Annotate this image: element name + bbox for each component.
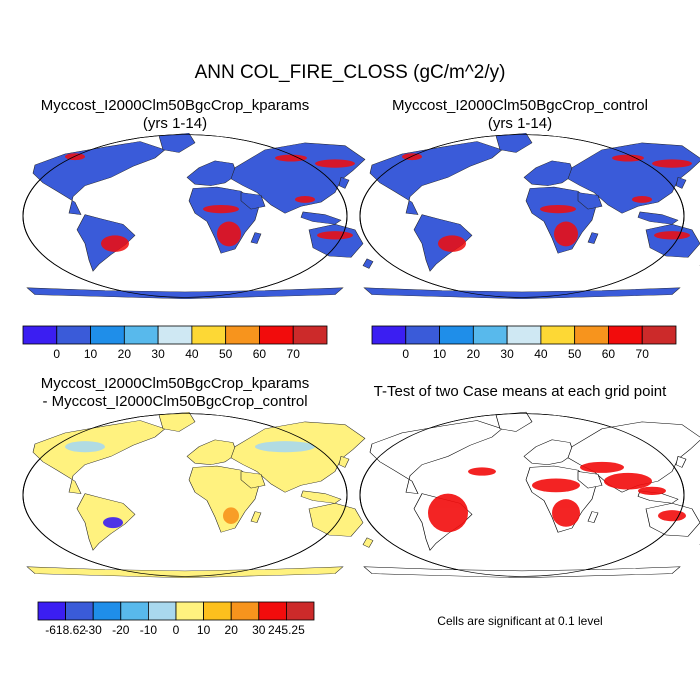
- diff-strong-negative-region: [103, 517, 123, 529]
- colorbar-control-swatch: [439, 325, 474, 345]
- colorbar-difference-swatch: [37, 601, 67, 621]
- colorbar-kparams-tick-label: 30: [151, 347, 165, 361]
- panel-title-kparams-line1: Myccost_I2000Clm50BgcCrop_kparams: [40, 97, 310, 114]
- colorbar-control-swatch: [506, 325, 542, 345]
- colorbar-control-tick-label: 50: [568, 347, 582, 361]
- map-kparams: [22, 132, 374, 300]
- colorbar-difference-swatch: [147, 601, 177, 621]
- colorbar-kparams-tick-label: 20: [118, 347, 132, 361]
- ttest-note: Cells are significant at 0.1 level: [437, 614, 603, 628]
- colorbar-kparams-swatch: [191, 325, 227, 345]
- colorbar-difference: -618.62-30 -20 -10 0 10 20 30 245.25: [37, 601, 315, 637]
- figure-title: ANN COL_FIRE_CLOSS (gC/m^2/y): [194, 62, 506, 83]
- colorbar-difference-tick-label: -618.62: [45, 623, 86, 637]
- colorbar-kparams-swatch: [22, 325, 58, 345]
- panel-title-kparams-line2: (yrs 1-14): [142, 115, 208, 132]
- panel-title-control: Myccost_I2000Clm50BgcCrop_control (yrs 1…: [355, 97, 685, 133]
- diff-positive-region: [223, 507, 239, 524]
- colorbar-difference-swatch: [230, 601, 260, 621]
- colorbar-kparams: 0 10 20 30 40 50 60 70: [22, 325, 328, 361]
- map-difference: [22, 411, 374, 579]
- map-control: [359, 132, 700, 300]
- colorbar-kparams-swatch: [157, 325, 193, 345]
- colorbar-kparams-tick-label: 70: [287, 347, 301, 361]
- panel-title-difference-line2: - Myccost_I2000Clm50BgcCrop_control: [42, 393, 308, 410]
- colorbar-control-tick-label: 70: [636, 347, 650, 361]
- panel-title-ttest: T-Test of two Case means at each grid po…: [355, 383, 685, 401]
- colorbar-difference-swatch: [175, 601, 205, 621]
- colorbar-control-tick-label: 30: [500, 347, 514, 361]
- colorbar-difference-swatch: [65, 601, 94, 621]
- colorbar-control-swatch: [641, 325, 677, 345]
- colorbar-control-tick-label: 0: [402, 347, 409, 361]
- diff-negative-region: [255, 441, 315, 453]
- colorbar-control-tick-label: 10: [433, 347, 447, 361]
- colorbar-kparams-swatch: [56, 325, 91, 345]
- colorbar-control-swatch: [574, 325, 609, 345]
- panel-title-ttest-line1: T-Test of two Case means at each grid po…: [373, 383, 667, 400]
- colorbar-difference-tick-label: 20: [225, 623, 239, 637]
- panel-title-control-line1: Myccost_I2000Clm50BgcCrop_control: [392, 97, 648, 114]
- colorbar-control-swatch: [405, 325, 440, 345]
- colorbar-control-tick-label: 20: [467, 347, 481, 361]
- colorbar-difference-tick-label: -10: [140, 623, 158, 637]
- colorbar-difference-tick-label: -20: [112, 623, 130, 637]
- colorbar-difference-tick-label: -30: [85, 623, 103, 637]
- colorbar-kparams-tick-label: 10: [84, 347, 98, 361]
- colorbar-kparams-swatch: [225, 325, 260, 345]
- panel-title-difference-line1: Myccost_I2000Clm50BgcCrop_kparams: [40, 375, 310, 392]
- colorbar-kparams-swatch: [259, 325, 294, 345]
- panel-title-control-line2: (yrs 1-14): [487, 115, 553, 132]
- colorbar-control-tick-label: 40: [534, 347, 548, 361]
- colorbar-difference-tick-label: 0: [173, 623, 180, 637]
- panel-title-difference: Myccost_I2000Clm50BgcCrop_kparams - Mycc…: [10, 375, 340, 411]
- colorbar-difference-swatch: [203, 601, 232, 621]
- colorbar-difference-tick-label: 10: [197, 623, 211, 637]
- colorbar-control: 0 10 20 30 40 50 60 70: [371, 325, 677, 361]
- colorbar-kparams-swatch: [292, 325, 328, 345]
- colorbar-kparams-tick-label: 40: [185, 347, 199, 361]
- colorbar-control-tick-label: 60: [602, 347, 616, 361]
- panel-title-kparams: Myccost_I2000Clm50BgcCrop_kparams (yrs 1…: [10, 97, 340, 133]
- colorbar-kparams-swatch: [123, 325, 159, 345]
- colorbar-kparams-tick-label: 50: [219, 347, 233, 361]
- colorbar-control-swatch: [608, 325, 643, 345]
- colorbar-control-swatch: [540, 325, 576, 345]
- colorbar-kparams-tick-label: 0: [53, 347, 60, 361]
- colorbar-control-swatch: [472, 325, 508, 345]
- colorbar-difference-tick-label: 245.25: [268, 623, 305, 637]
- colorbar-control-swatch: [371, 325, 407, 345]
- colorbar-difference-swatch: [258, 601, 287, 621]
- colorbar-kparams-swatch: [90, 325, 125, 345]
- colorbar-difference-tick-label: 30: [252, 623, 266, 637]
- colorbar-difference-swatch: [92, 601, 122, 621]
- colorbar-difference-swatch: [285, 601, 315, 621]
- colorbar-difference-swatch: [120, 601, 149, 621]
- map-ttest: [359, 411, 700, 579]
- diff-negative-region: [65, 441, 105, 453]
- colorbar-kparams-tick-label: 60: [253, 347, 267, 361]
